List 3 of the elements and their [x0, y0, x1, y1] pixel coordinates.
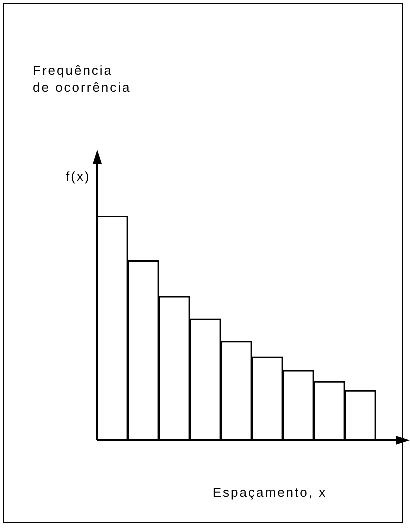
x-axis-title: Espaçamento, x — [212, 485, 328, 500]
text: Frequência de ocorrência — [33, 62, 132, 96]
y-axis-title: f(x) — [66, 169, 91, 184]
